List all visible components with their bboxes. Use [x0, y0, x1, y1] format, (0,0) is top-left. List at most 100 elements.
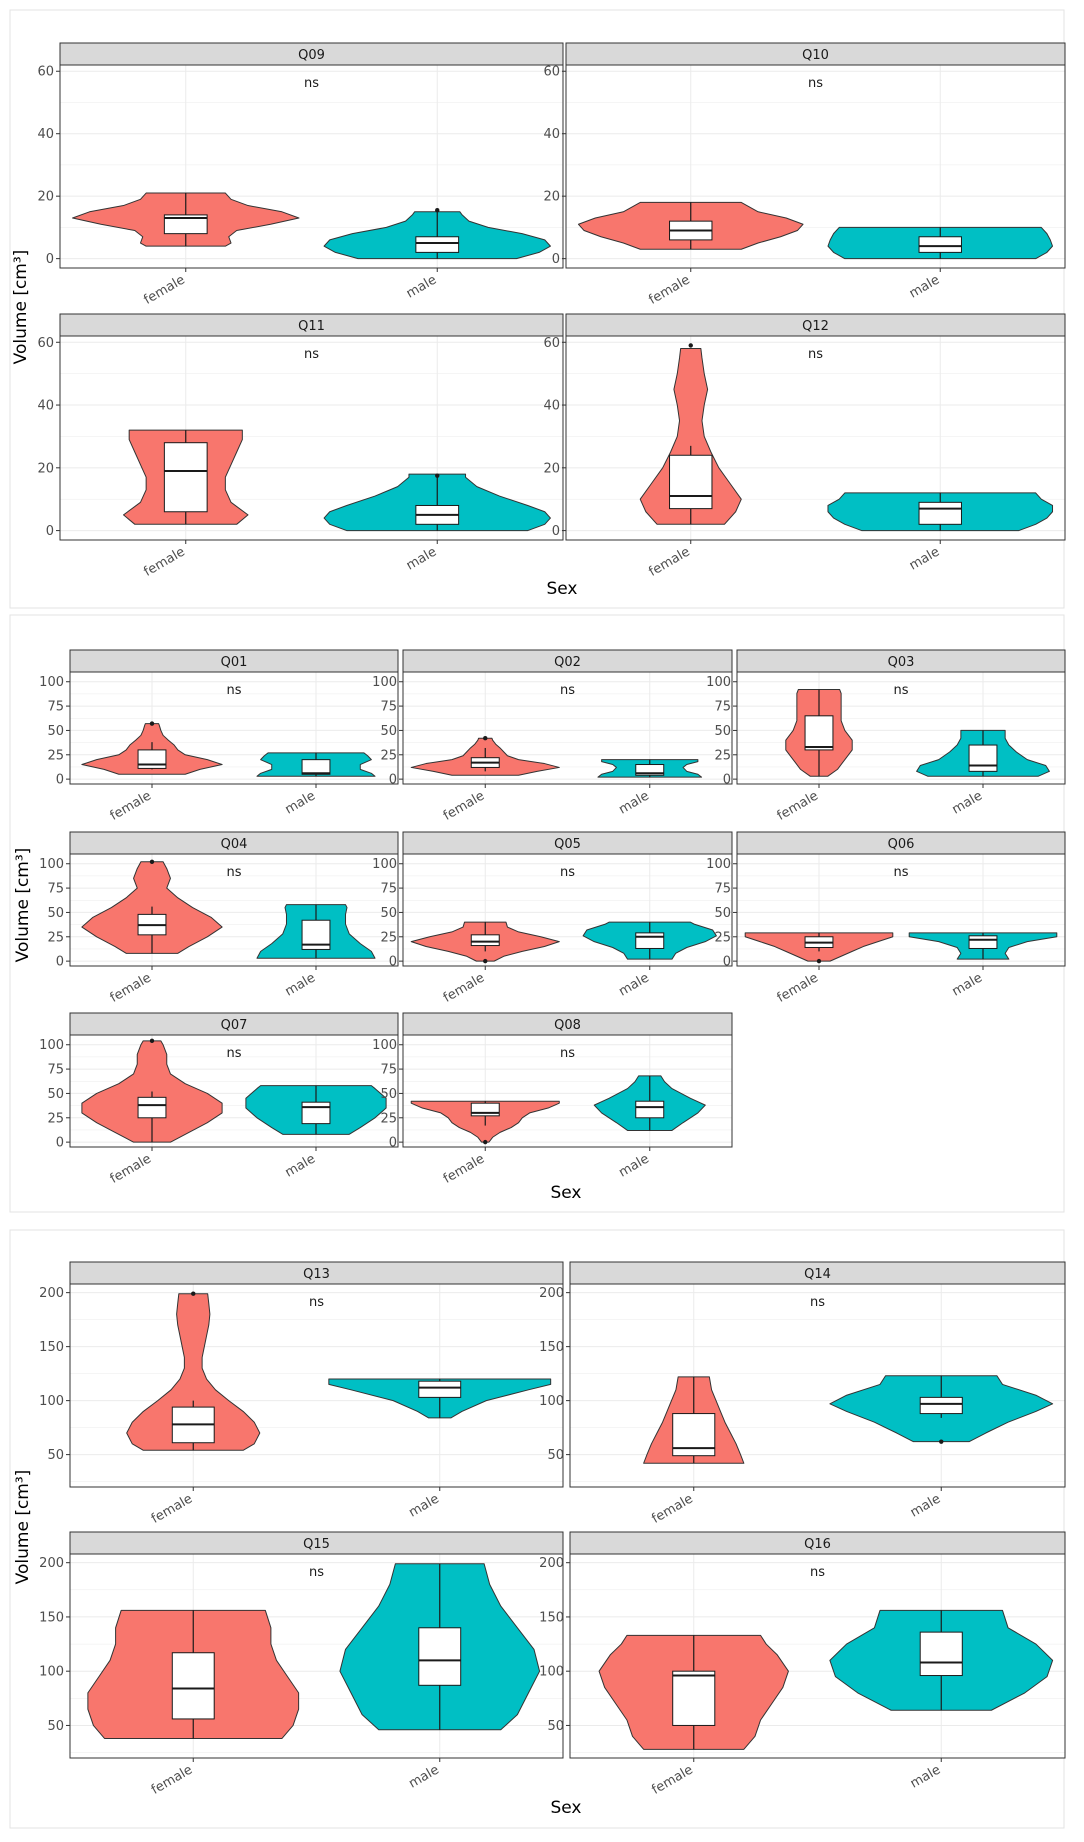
box-iqr	[918, 236, 962, 253]
y-tick-label: 40	[37, 127, 54, 142]
panel-border	[569, 1553, 1066, 1759]
panel-border	[569, 1283, 1066, 1488]
y-tick-label: 25	[47, 1111, 64, 1126]
y-tick-label: 0	[46, 524, 54, 539]
box-iqr	[919, 1631, 963, 1677]
y-tick-label: 100	[372, 675, 397, 690]
facet-strip-label: Q15	[303, 1537, 330, 1552]
facet-strip-label: Q13	[303, 1267, 330, 1282]
outlier-point	[149, 1038, 155, 1044]
y-tick-label: 75	[380, 1063, 397, 1078]
y-tick-label: 100	[39, 675, 64, 690]
facet-strip-label: Q01	[221, 655, 248, 670]
box-iqr	[301, 759, 331, 775]
y-tick-label: 50	[380, 1087, 397, 1102]
y-tick-label: 40	[37, 399, 54, 414]
y-tick-label: 0	[723, 773, 731, 788]
y-tick-label: 20	[37, 190, 54, 205]
y-tick-label: 150	[39, 1340, 64, 1355]
y-tick-label: 200	[539, 1286, 564, 1301]
significance-label: ns	[226, 683, 241, 698]
y-tick-label: 25	[47, 748, 64, 763]
y-tick-label: 100	[539, 1394, 564, 1409]
outlier-point	[939, 1439, 944, 1444]
outlier-point	[483, 736, 488, 741]
y-tick-label: 0	[552, 252, 560, 267]
panel-border	[59, 64, 564, 269]
box-iqr	[919, 1396, 963, 1415]
panel-border	[59, 335, 564, 541]
box-iqr	[163, 214, 208, 235]
y-axis-title: Volume [cm³]	[11, 250, 31, 365]
y-tick-label: 0	[56, 955, 64, 970]
y-tick-label: 40	[543, 127, 560, 142]
box-iqr	[669, 454, 713, 510]
box-iqr	[635, 1100, 665, 1119]
y-tick-label: 50	[714, 724, 731, 739]
violin-female	[126, 1293, 261, 1451]
box-iqr	[163, 442, 208, 513]
box-iqr	[137, 749, 167, 769]
significance-label: ns	[893, 683, 908, 698]
y-tick-label: 50	[547, 1719, 564, 1734]
y-tick-label: 50	[380, 724, 397, 739]
panel-border	[736, 671, 1066, 785]
significance-label: ns	[560, 865, 575, 880]
y-tick-label: 50	[47, 1719, 64, 1734]
box-iqr	[635, 764, 665, 776]
significance-label: ns	[808, 76, 823, 91]
panel-border	[736, 853, 1066, 967]
outlier-point	[191, 1291, 196, 1296]
facet-strip-label: Q07	[221, 1018, 248, 1033]
panel-border	[69, 1553, 564, 1759]
y-tick-label: 0	[46, 252, 54, 267]
y-tick-label: 200	[39, 1286, 64, 1301]
facet-strip-label: Q14	[804, 1267, 831, 1282]
y-tick-label: 100	[706, 857, 731, 872]
y-tick-label: 100	[39, 1394, 64, 1409]
outlier-point	[435, 208, 440, 213]
y-tick-label: 20	[543, 190, 560, 205]
facet-strip-label: Q11	[298, 319, 325, 334]
y-tick-label: 75	[47, 700, 64, 715]
y-tick-label: 100	[39, 1038, 64, 1053]
significance-label: ns	[560, 683, 575, 698]
y-tick-label: 50	[380, 906, 397, 921]
y-tick-label: 60	[543, 65, 560, 80]
y-tick-label: 100	[706, 675, 731, 690]
y-tick-label: 25	[714, 748, 731, 763]
panel-border	[69, 671, 399, 785]
panel-border	[402, 671, 733, 785]
box-iqr	[635, 932, 665, 949]
y-tick-label: 75	[47, 1063, 64, 1078]
violin-female	[81, 1040, 223, 1143]
facet-strip-label: Q06	[888, 837, 915, 852]
significance-label: ns	[810, 1295, 825, 1310]
outlier-point	[483, 958, 488, 964]
y-tick-label: 50	[47, 1087, 64, 1102]
y-tick-label: 20	[37, 461, 54, 476]
y-tick-label: 25	[380, 930, 397, 945]
significance-label: ns	[226, 1046, 241, 1061]
panel-border	[565, 64, 1066, 269]
outlier-point	[688, 343, 693, 348]
facet-strip-label: Q09	[298, 48, 325, 63]
y-tick-label: 75	[380, 882, 397, 897]
x-axis-title: Sex	[550, 1798, 581, 1818]
panel-border	[565, 335, 1066, 541]
y-tick-label: 100	[372, 1038, 397, 1053]
violin-female	[639, 348, 742, 525]
y-tick-label: 75	[714, 700, 731, 715]
